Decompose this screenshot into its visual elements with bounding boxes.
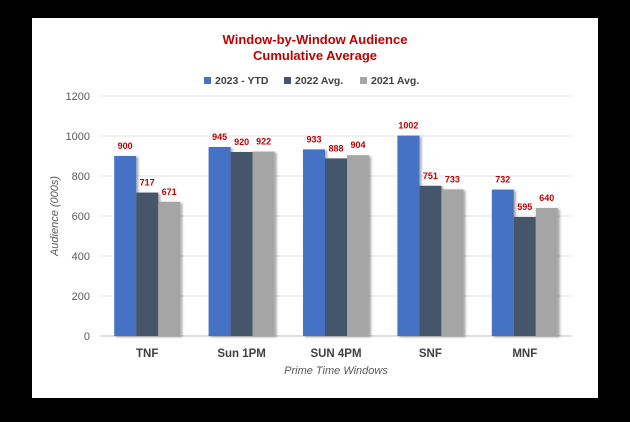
chart-title-line-1: Window-by-Window Audience: [223, 32, 408, 47]
y-tick-label: 1200: [66, 91, 90, 103]
data-label-4-1: 595: [517, 202, 532, 212]
legend-swatch-1: [284, 77, 291, 84]
bar-2-1: [325, 158, 347, 336]
legend: 2023 - YTD 2022 Avg. 2021 Avg.: [204, 75, 419, 87]
data-label-1-2: 922: [256, 137, 271, 147]
data-label-4-2: 640: [539, 193, 554, 203]
bar-1-0: [208, 147, 231, 336]
legend-label-2: 2021 Avg.: [371, 75, 419, 87]
data-label-1-1: 920: [234, 137, 249, 147]
legend-label-0: 2023 - YTD: [215, 75, 269, 87]
data-label-2-2: 904: [350, 140, 365, 150]
bar-2-2: [347, 155, 369, 336]
y-tick-label: 800: [72, 171, 90, 183]
bar-0-2: [158, 201, 181, 336]
chart-frame: Window-by-Window Audience Cumulative Ave…: [32, 18, 598, 398]
bar-4-2: [535, 208, 558, 336]
bar-0-1: [136, 192, 159, 336]
data-label-2-1: 888: [328, 143, 343, 153]
bars: [114, 135, 558, 336]
legend-swatch-2: [360, 77, 367, 84]
data-labels: 900 717 671 945 920 922 933 888 904 1002 751 733 732…: [118, 121, 555, 212]
data-label-3-2: 733: [445, 174, 460, 184]
bar-4-1: [513, 217, 536, 336]
bar-3-1: [419, 185, 442, 336]
y-axis-ticks: 0 200 400 600 800 1000 1200: [66, 91, 90, 343]
data-label-1-0: 945: [212, 132, 227, 142]
x-tick-label-1: Sun 1PM: [217, 348, 266, 360]
chart-title-line-2: Cumulative Average: [253, 48, 377, 63]
x-axis-label: Prime Time Windows: [284, 365, 388, 377]
x-tick-label-2: SUN 4PM: [310, 348, 361, 360]
bar-1-1: [230, 152, 253, 336]
y-axis-label: Audience (000s): [49, 176, 61, 257]
data-label-0-0: 900: [118, 141, 133, 151]
bar-2-0: [303, 149, 325, 336]
data-label-0-2: 671: [162, 187, 177, 197]
legend-swatch-0: [204, 77, 211, 84]
y-tick-label: 0: [84, 331, 90, 343]
bar-0-0: [114, 156, 137, 336]
data-label-0-1: 717: [140, 178, 155, 188]
x-tick-label-4: MNF: [512, 348, 537, 360]
bar-chart: Window-by-Window Audience Cumulative Ave…: [49, 32, 572, 377]
y-tick-label: 600: [72, 211, 90, 223]
bar-4-0: [491, 189, 514, 336]
bar-3-2: [441, 189, 464, 336]
x-tick-label-3: SNF: [419, 348, 442, 360]
data-label-4-0: 732: [495, 175, 510, 185]
bar-1-2: [252, 151, 275, 336]
data-label-3-0: 1002: [398, 121, 418, 131]
y-tick-label: 400: [72, 251, 90, 263]
data-label-3-1: 751: [423, 171, 438, 181]
data-label-2-0: 933: [306, 134, 321, 144]
y-tick-label: 1000: [66, 131, 90, 143]
legend-label-1: 2022 Avg.: [295, 75, 343, 87]
x-axis-ticks: TNF Sun 1PM SUN 4PM SNF MNF: [136, 348, 537, 360]
x-tick-label-0: TNF: [136, 348, 158, 360]
y-tick-label: 200: [72, 291, 90, 303]
bar-3-0: [397, 135, 420, 336]
